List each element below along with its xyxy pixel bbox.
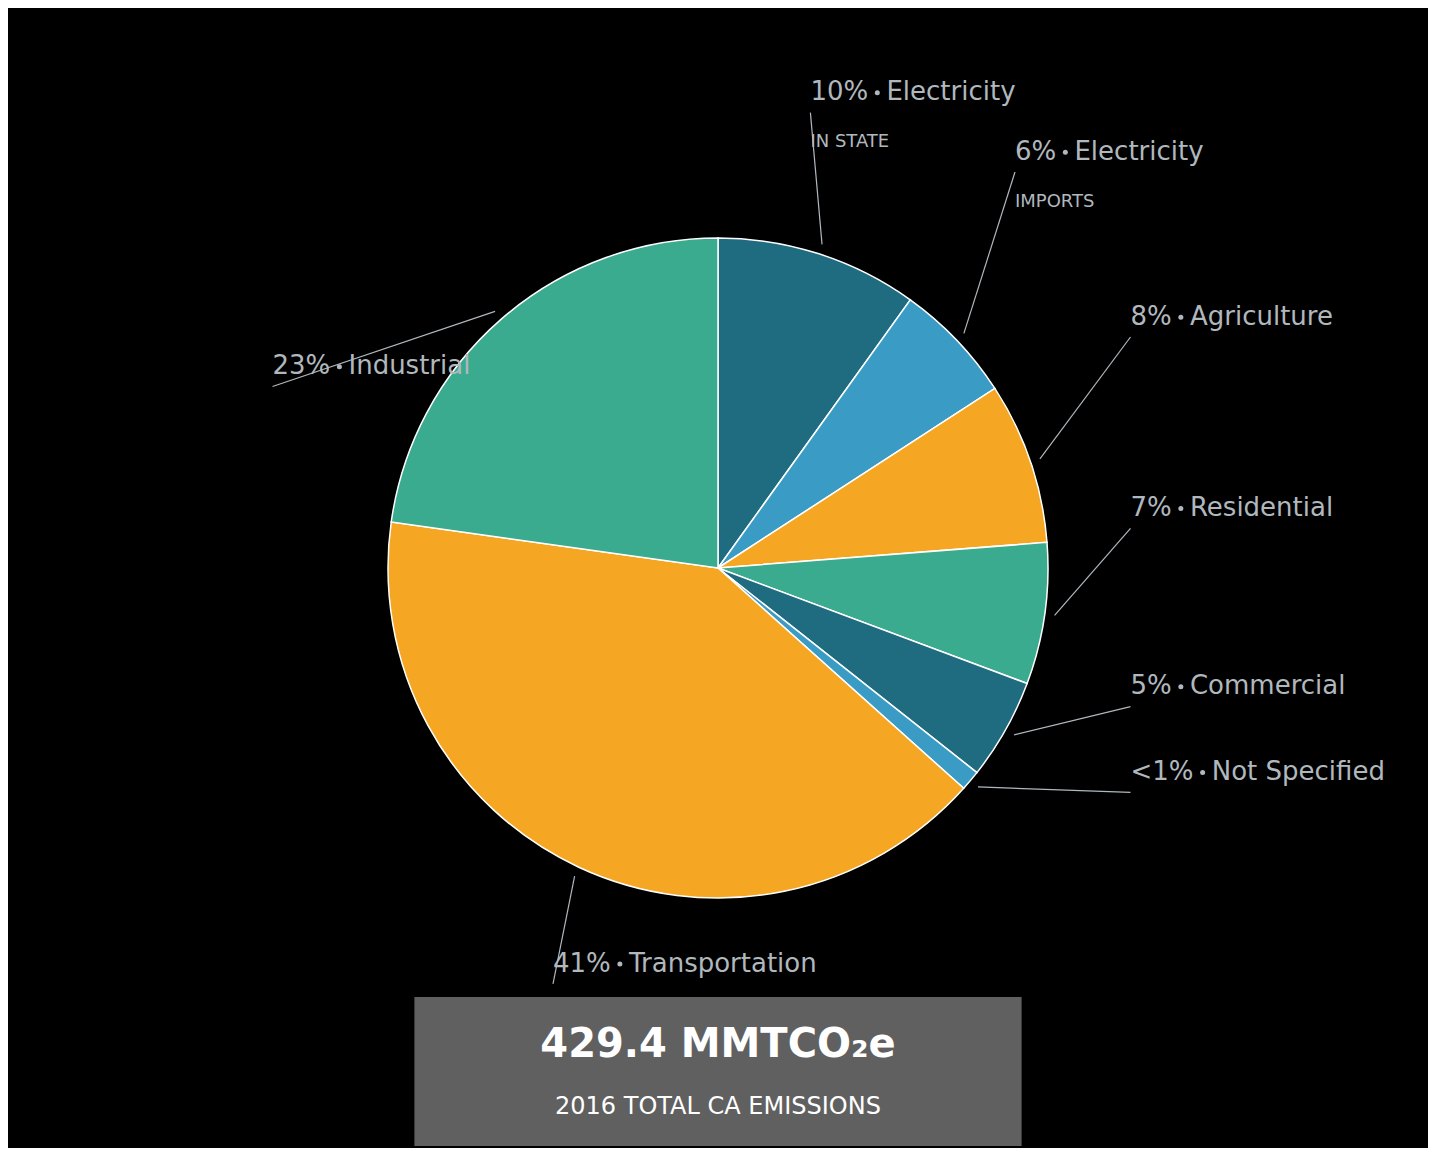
svg-text:6%: 6% <box>1015 136 1056 166</box>
svg-text:Commercial: Commercial <box>1190 670 1346 700</box>
svg-text:Residential: Residential <box>1190 492 1333 522</box>
svg-text:7%: 7% <box>1131 492 1172 522</box>
svg-text:2016 TOTAL CA EMISSIONS: 2016 TOTAL CA EMISSIONS <box>555 1092 881 1120</box>
svg-text:Industrial: Industrial <box>348 350 470 380</box>
svg-text:IN STATE: IN STATE <box>810 130 889 151</box>
svg-text:IMPORTS: IMPORTS <box>1015 190 1094 211</box>
svg-text:23%: 23% <box>273 350 331 380</box>
svg-text:Transportation: Transportation <box>628 948 817 978</box>
svg-text:Agriculture: Agriculture <box>1190 301 1333 331</box>
svg-text:Electricity: Electricity <box>1074 136 1203 166</box>
svg-text:429.4 MMTCO₂e: 429.4 MMTCO₂e <box>540 1020 895 1066</box>
svg-text:41%: 41% <box>553 948 611 978</box>
svg-text:10%: 10% <box>810 76 868 106</box>
svg-text:5%: 5% <box>1131 670 1172 700</box>
svg-text:Not Specified: Not Specified <box>1212 756 1385 786</box>
svg-text:Electricity: Electricity <box>886 76 1015 106</box>
svg-text:8%: 8% <box>1131 301 1172 331</box>
svg-text:<1%: <1% <box>1131 756 1194 786</box>
